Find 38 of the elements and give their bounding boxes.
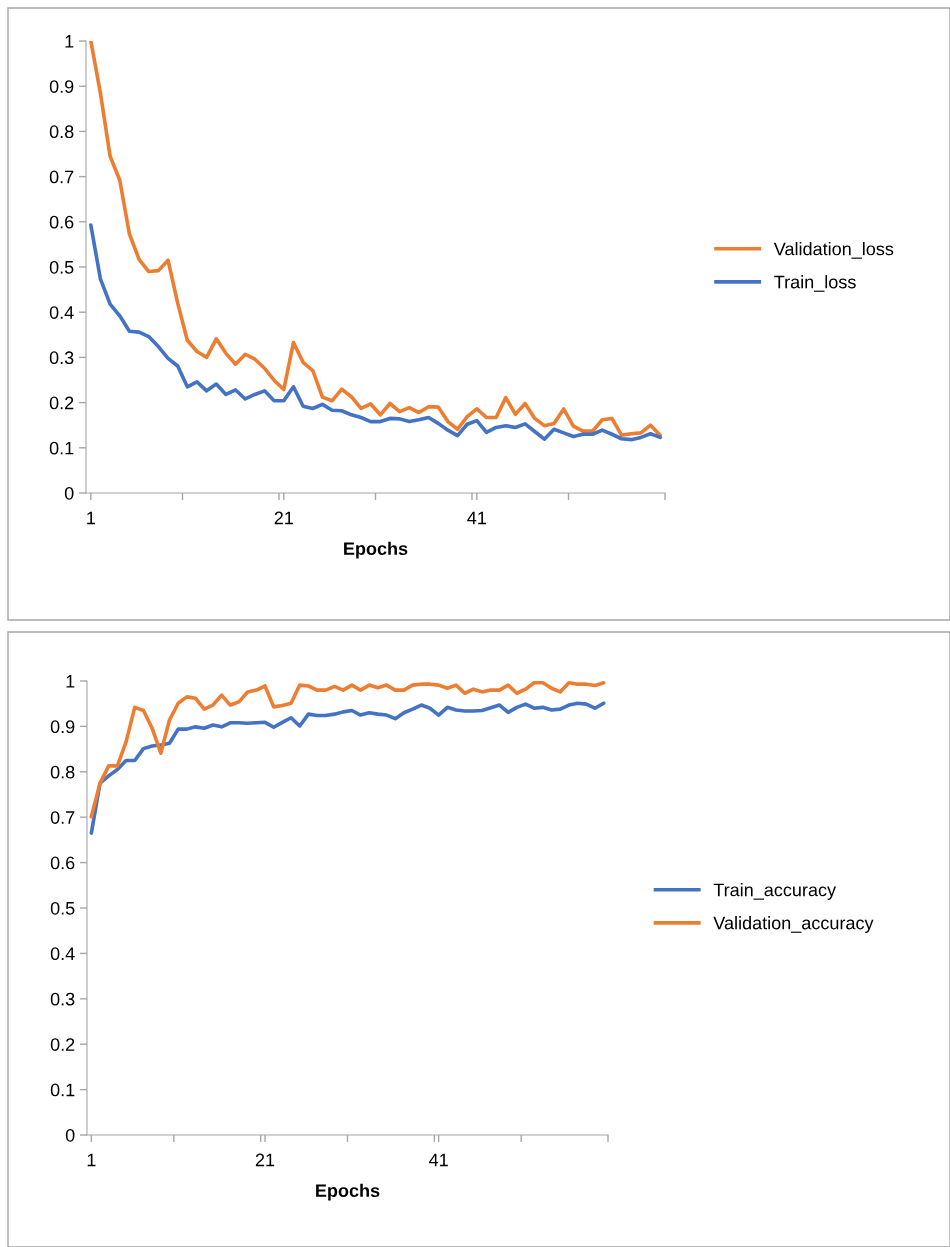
y-tick-label: 0.5 <box>50 901 75 915</box>
y-tick-label: 0.1 <box>50 1083 75 1097</box>
y-tick-label: 0.2 <box>50 1038 75 1051</box>
x-axis-title: Epochs <box>316 1183 380 1201</box>
line-series <box>89 701 606 835</box>
legend-label: Validation_loss <box>773 242 894 259</box>
y-tick-label: 0.3 <box>50 992 75 1006</box>
x-tick-label: 21 <box>274 511 293 525</box>
y-tick-label: 0.9 <box>50 720 75 734</box>
x-tick-label: 41 <box>467 511 486 525</box>
y-tick-label: 1 <box>65 35 74 48</box>
legend-label: Train_loss <box>774 275 856 292</box>
x-tick-label: 1 <box>87 1153 96 1167</box>
y-tick-label: 0.9 <box>49 80 74 93</box>
x-axis-title: Epochs <box>344 541 408 559</box>
y-tick-label: 0.6 <box>49 215 74 229</box>
x-tick-label: 1 <box>87 511 95 525</box>
y-tick-label: 0.4 <box>49 306 74 319</box>
y-tick-label: 0.2 <box>49 396 74 410</box>
y-tick-label: 0.3 <box>49 351 74 365</box>
y-tick-label: 0 <box>65 1128 75 1142</box>
y-tick-label: 0.1 <box>49 441 74 455</box>
y-tick-label: 0.7 <box>50 811 75 824</box>
line-series <box>89 681 606 819</box>
x-tick-label: 21 <box>255 1153 275 1167</box>
y-tick-label: 0.6 <box>50 856 75 870</box>
y-tick-label: 1 <box>66 675 75 688</box>
y-tick-label: 0.8 <box>49 125 74 139</box>
line-series <box>89 223 662 442</box>
y-tick-label: 0.8 <box>50 765 75 779</box>
legend-label: Train_accuracy <box>713 883 836 900</box>
y-tick-label: 0.7 <box>49 170 74 184</box>
x-tick-label: 41 <box>429 1153 448 1167</box>
y-tick-label: 0 <box>64 486 74 500</box>
legend-label: Validation_accuracy <box>713 916 874 933</box>
y-tick-label: 0.5 <box>49 260 74 274</box>
line-series <box>89 41 662 437</box>
y-tick-label: 0.4 <box>50 947 75 961</box>
